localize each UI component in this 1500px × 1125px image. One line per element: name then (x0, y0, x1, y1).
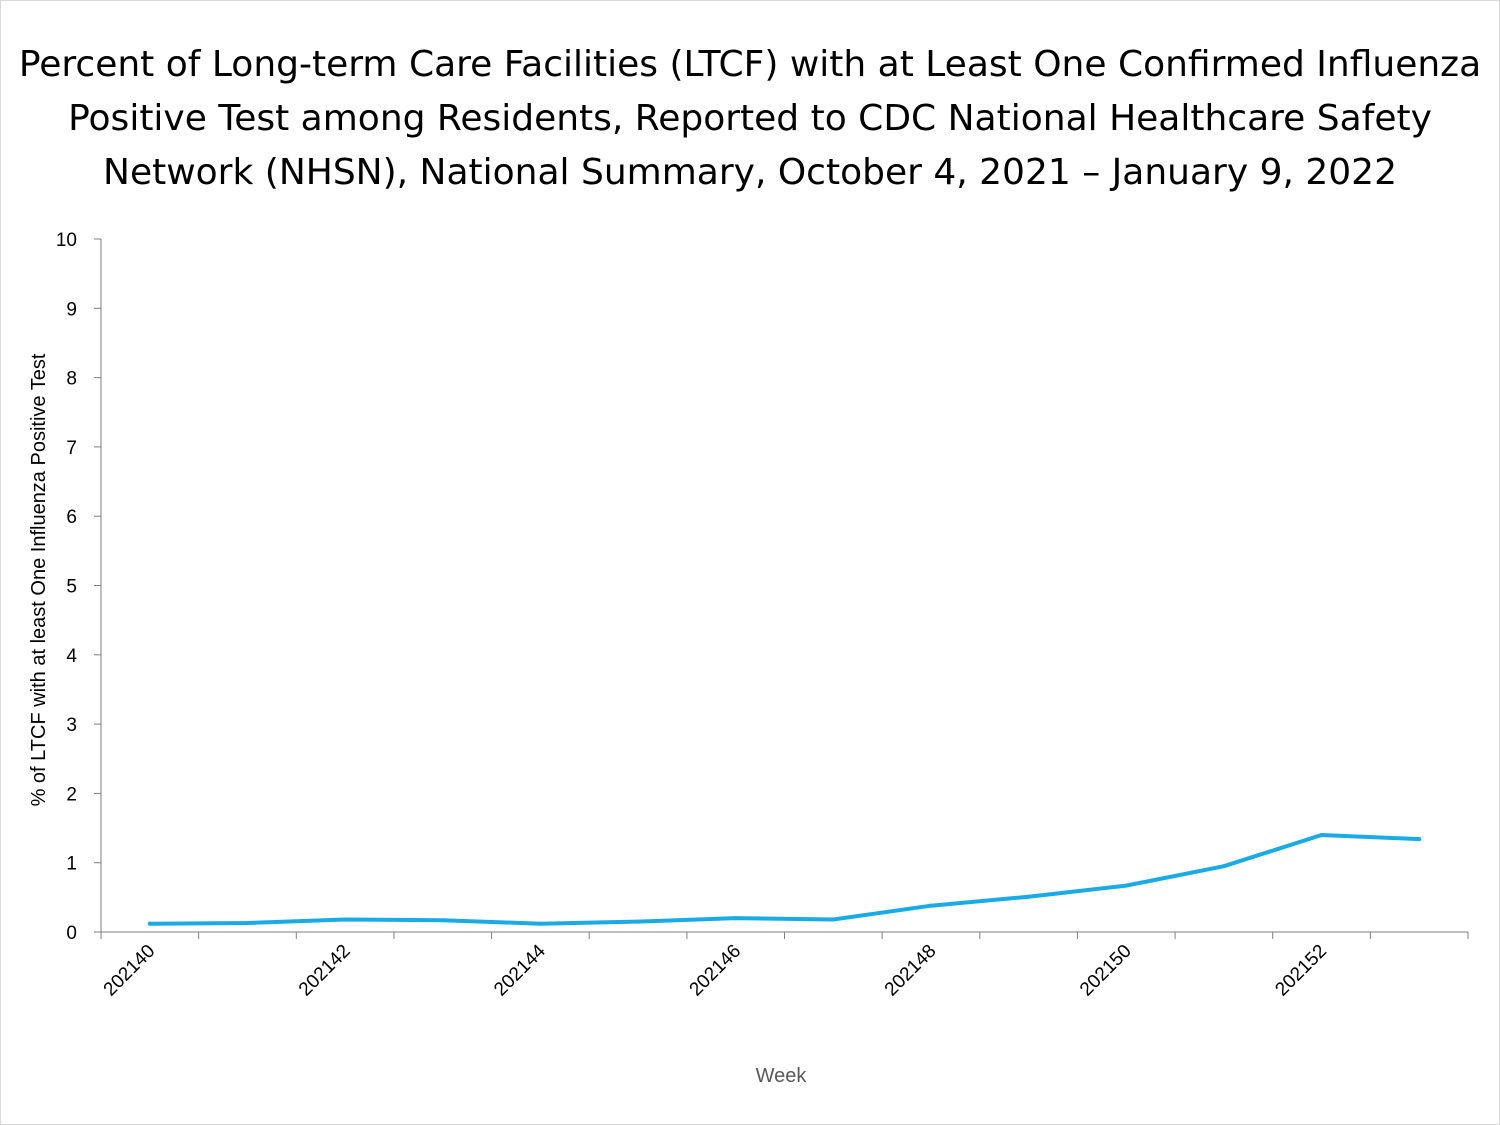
x-tick-label: 202140 (100, 941, 160, 1001)
data-point (1417, 837, 1422, 842)
data-point (538, 921, 543, 926)
data-point (928, 903, 933, 908)
y-tick-label: 9 (66, 299, 77, 320)
x-tick-label: 202148 (881, 941, 941, 1001)
data-point (245, 920, 250, 925)
x-tick-label: 202142 (295, 941, 355, 1001)
data-point (147, 921, 152, 926)
data-point (636, 919, 641, 924)
x-tick-label: 202146 (686, 941, 746, 1001)
y-tick-label: 5 (66, 577, 77, 598)
y-axis: 0 1 2 3 4 5 6 7 8 9 10 (56, 230, 102, 944)
x-tick-label: 202144 (490, 940, 550, 1000)
y-tick-label: 8 (66, 369, 77, 390)
chart-title-line-1: Percent of Long-term Care Facilities (LT… (18, 44, 1482, 85)
y-tick-label: 1 (66, 854, 77, 875)
x-tick-label: 202150 (1076, 941, 1136, 1001)
y-tick-label: 6 (66, 507, 77, 528)
y-tick-label: 10 (56, 230, 77, 251)
data-point (733, 916, 738, 921)
data-point (1026, 894, 1031, 899)
y-axis-title: % of LTCF with at least One Influenza Po… (28, 353, 50, 806)
y-tick-label: 7 (66, 438, 77, 459)
data-point (1319, 832, 1324, 837)
y-tick-label: 0 (66, 923, 77, 944)
y-tick-label: 2 (66, 784, 77, 805)
x-axis-title: Week (756, 1065, 808, 1087)
data-point (1221, 864, 1226, 869)
data-point (343, 917, 348, 922)
data-point (440, 918, 445, 923)
chart-title-line-3: Network (NHSN), National Summary, Octobe… (103, 152, 1397, 193)
x-axis: 202140 202142 202144 202146 202148 202150 2021… (100, 931, 1469, 1001)
chart-title: Percent of Long-term Care Facilities (LT… (0, 38, 1500, 200)
series-layer (147, 832, 1422, 926)
x-tick-label: 202152 (1271, 941, 1331, 1001)
chart-title-line-2: Positive Test among Residents, Reported … (68, 98, 1432, 139)
series-line (147, 833, 1422, 926)
y-tick-label: 3 (66, 715, 77, 736)
data-point (831, 917, 836, 922)
y-tick-label: 4 (66, 646, 77, 667)
data-point (1124, 883, 1129, 888)
